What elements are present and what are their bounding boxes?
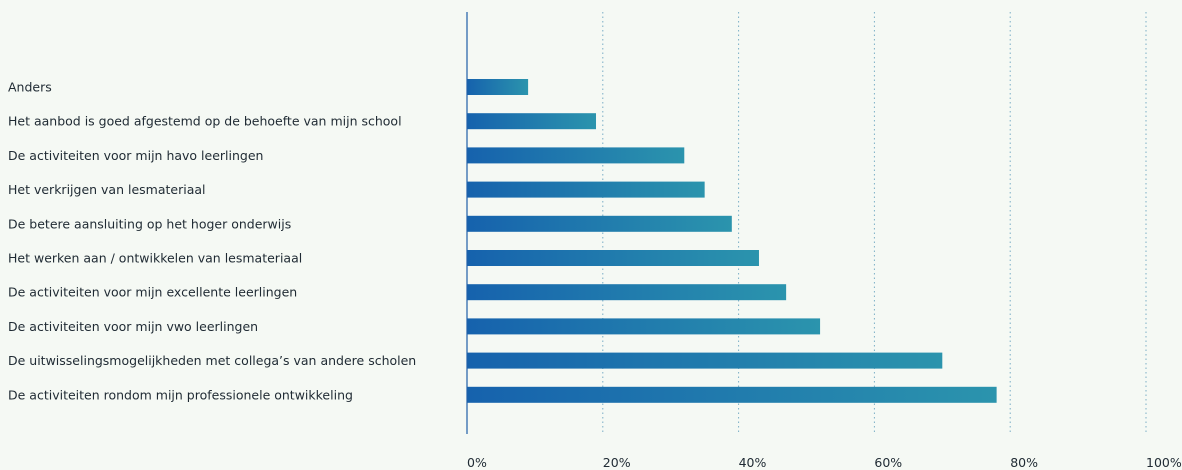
bar-9 xyxy=(467,352,943,369)
x-tick-label-80: 80% xyxy=(1010,455,1038,470)
category-label-1: Anders xyxy=(8,80,52,95)
bar-10 xyxy=(467,386,997,403)
category-label-9: De uitwisselingsmogelijkheden met colleg… xyxy=(8,353,416,368)
bars xyxy=(467,79,997,403)
category-label-6: Het werken aan / ontwikkelen van lesmate… xyxy=(8,251,302,266)
bar-1 xyxy=(467,79,529,95)
bar-6 xyxy=(467,250,759,266)
x-tick-label-40: 40% xyxy=(739,455,767,470)
bar-2 xyxy=(467,113,597,130)
bar-8 xyxy=(467,318,821,335)
category-label-2: Het aanbod is goed afgestemd op de behoe… xyxy=(8,114,402,129)
category-label-4: Het verkrijgen van lesmateriaal xyxy=(8,182,206,197)
bar-3 xyxy=(467,147,685,164)
x-axis-ticks: 0% 20% 40% 60% 80% 100% xyxy=(467,455,1182,470)
category-labels: Anders Het aanbod is goed afgestemd op de… xyxy=(8,80,416,403)
x-tick-label-0: 0% xyxy=(467,455,487,470)
category-label-3: De activiteiten voor mijn havo leerlinge… xyxy=(8,148,263,163)
x-tick-label-20: 20% xyxy=(603,455,631,470)
category-label-5: De betere aansluiting op het hoger onder… xyxy=(8,216,291,231)
bar-5 xyxy=(467,215,732,232)
category-label-10: De activiteiten rondom mijn professionel… xyxy=(8,387,353,402)
category-label-7: De activiteiten voor mijn excellente lee… xyxy=(8,285,297,300)
category-label-8: De activiteiten voor mijn vwo leerlingen xyxy=(8,319,258,334)
bar-4 xyxy=(467,181,705,198)
x-tick-label-60: 60% xyxy=(874,455,902,470)
bar-7 xyxy=(467,284,787,301)
x-tick-label-100: 100% xyxy=(1146,455,1182,470)
